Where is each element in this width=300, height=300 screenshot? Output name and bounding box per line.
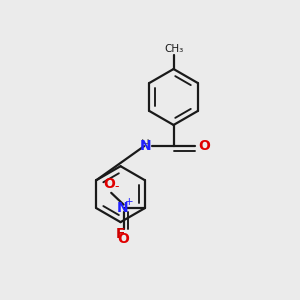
- Text: +: +: [124, 197, 133, 207]
- Text: O: O: [103, 177, 115, 191]
- Text: H: H: [141, 138, 150, 151]
- Text: N: N: [140, 139, 152, 153]
- Text: N: N: [117, 201, 129, 215]
- Text: F: F: [116, 226, 125, 241]
- Text: -: -: [114, 180, 119, 193]
- Text: O: O: [118, 232, 130, 246]
- Text: O: O: [198, 139, 210, 153]
- Text: CH₃: CH₃: [164, 44, 183, 54]
